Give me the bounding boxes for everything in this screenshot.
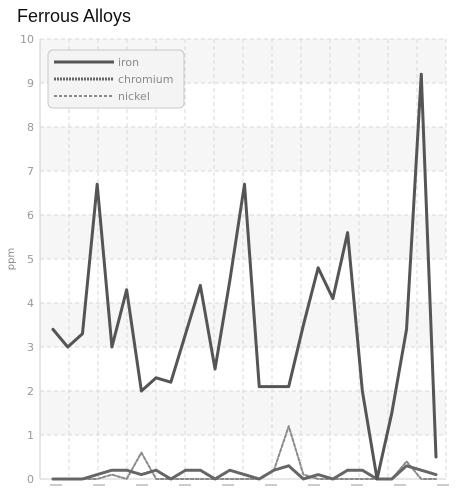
y-tick-label: 7 bbox=[27, 165, 34, 178]
y-tick-label: 3 bbox=[27, 341, 34, 354]
y-axis-label: ppm bbox=[6, 248, 17, 270]
legend-label-iron: iron bbox=[118, 56, 139, 69]
y-tick-label: 6 bbox=[27, 209, 34, 222]
y-tick-label: 8 bbox=[27, 121, 34, 134]
y-tick-label: 10 bbox=[20, 33, 34, 46]
legend-label-chromium: chromium bbox=[118, 73, 174, 86]
y-tick-label: 1 bbox=[27, 429, 34, 442]
grid-band bbox=[40, 127, 446, 171]
y-tick-label: 9 bbox=[27, 77, 34, 90]
legend-label-nickel: nickel bbox=[118, 90, 150, 103]
y-tick-label: 2 bbox=[27, 385, 34, 398]
y-tick-label: 4 bbox=[27, 297, 34, 310]
chart-title: Ferrous Alloys bbox=[17, 6, 132, 26]
y-tick-label: 0 bbox=[27, 473, 34, 486]
y-tick-label: 5 bbox=[27, 253, 34, 266]
legend-box bbox=[47, 49, 185, 109]
